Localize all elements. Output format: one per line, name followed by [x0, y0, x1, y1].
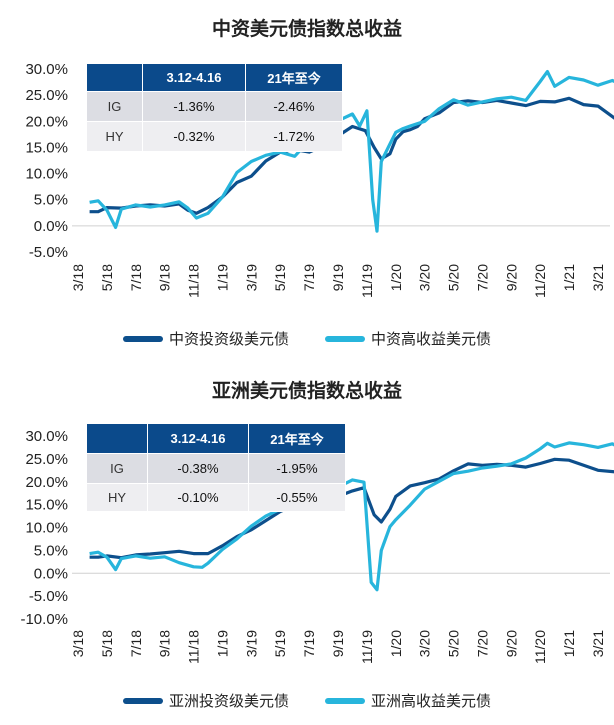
table-header-ytd: 21年至今: [248, 423, 346, 454]
line-chart-china: 30.0%25.0%20.0%15.0%10.0%5.0%0.0%-5.0%3/…: [25, 61, 614, 298]
y-tick-label: 15.0%: [25, 139, 68, 156]
legend-label-ig: 亚洲投资级美元债: [168, 692, 289, 710]
hy-period-value: -0.10%: [147, 483, 249, 512]
x-tick-label: 9/20: [503, 630, 519, 657]
series-line-ig: [89, 457, 614, 560]
x-tick-label: 9/20: [503, 264, 519, 291]
x-tick-label: 11/19: [359, 630, 375, 664]
x-tick-label: 3/18: [70, 264, 86, 291]
y-tick-label: 10.0%: [25, 520, 68, 537]
legend-label-ig: 中资投资级美元债: [168, 330, 289, 348]
series-line-hy: [89, 69, 614, 233]
x-tick-label: 7/18: [128, 630, 144, 657]
row-label-ig: IG: [86, 453, 148, 484]
y-tick-label: 10.0%: [25, 166, 68, 183]
series-line-ig: [89, 96, 614, 215]
hy-ytd-value: -1.72%: [245, 121, 343, 152]
series-line-hy: [89, 441, 614, 592]
chart-panel-china: 中资美元债指数总收益 30.0% 25.0% 20.0% 15.0% 10.0% 5.0%…: [0, 0, 614, 360]
x-tick-label: 3/20: [417, 630, 433, 657]
x-tick-label: 3/19: [243, 630, 259, 657]
x-tick-label: 11/20: [532, 264, 548, 298]
y-tick-label: 5.0%: [34, 542, 68, 559]
table-header-period: 3.12-4.16: [147, 423, 249, 454]
x-tick-label: 11/20: [532, 630, 548, 664]
x-tick-label: 11/18: [186, 264, 202, 298]
x-tick-label: 1/19: [214, 630, 230, 657]
y-tick-label: 0.0%: [34, 565, 68, 582]
y-tick-label: 20.0%: [25, 474, 68, 491]
x-tick-label: 3/21: [590, 264, 606, 291]
legend-item-hy: 亚洲高收益美元债: [325, 690, 491, 711]
x-tick-label: 3/21: [590, 630, 606, 657]
legend-swatch-ig: [122, 335, 163, 342]
table-header-period: 3.12-4.16: [142, 63, 246, 92]
legend-label-hy: 中资高收益美元债: [371, 330, 492, 348]
chart-title: 亚洲美元债指数总收益: [211, 380, 402, 402]
x-tick-label: 1/21: [561, 264, 577, 291]
x-tick-label: 7/19: [301, 264, 317, 291]
y-tick-label: -5.0%: [29, 244, 68, 261]
x-tick-label: 1/20: [388, 264, 404, 291]
x-tick-label: 9/18: [157, 630, 173, 657]
table-header-corner: [86, 423, 148, 454]
return-table-china: 3.12-4.16 21年至今 IG -1.36% -2.46% HY -0.3…: [86, 63, 343, 152]
x-tick-label: 5/20: [446, 630, 462, 657]
chart-legend: 亚洲投资级美元债 亚洲高收益美元债: [0, 690, 614, 711]
x-tick-label: 5/19: [272, 630, 288, 657]
x-tick-label: 7/20: [474, 630, 490, 657]
legend-label-hy: 亚洲高收益美元债: [371, 692, 492, 710]
x-tick-label: 11/18: [186, 630, 202, 664]
chart-panel-asia: 亚洲美元债指数总收益 30.0% 25.0% 20.0% 15.0% 10.0% 5.0%…: [0, 362, 614, 725]
x-tick-label: 9/19: [330, 264, 346, 291]
chart-title: 中资美元债指数总收益: [211, 18, 402, 40]
y-tick-label: -10.0%: [20, 611, 68, 628]
line-chart-asia: 30.0% 25.0% 20.0% 15.0% 10.0% 5.0% 0.0% -5.0% -1…: [20, 428, 614, 664]
x-tick-label: 1/21: [561, 630, 577, 657]
x-tick-label: 5/19: [272, 264, 288, 291]
y-tick-label: -5.0%: [29, 588, 68, 605]
x-tick-label: 7/18: [128, 264, 144, 291]
ig-period-value: -1.36%: [142, 91, 246, 122]
x-tick-label: 9/18: [157, 264, 173, 291]
x-tick-label: 7/19: [301, 630, 317, 657]
y-tick-label: 0.0%: [34, 218, 68, 235]
ig-ytd-value: -2.46%: [245, 91, 343, 122]
ig-period-value: -0.38%: [147, 453, 249, 484]
x-tick-label: 5/18: [99, 264, 115, 291]
legend-swatch-ig: [122, 697, 163, 704]
row-label-hy: HY: [86, 121, 143, 152]
y-tick-label: 30.0%: [25, 428, 68, 445]
table-header-ytd: 21年至今: [245, 63, 343, 92]
x-tick-label: 1/20: [388, 630, 404, 657]
x-tick-label: 3/20: [417, 264, 433, 291]
legend-item-ig: 中资投资级美元债: [122, 328, 289, 349]
x-tick-label: 3/19: [243, 264, 259, 291]
legend-item-hy: 中资高收益美元债: [325, 328, 491, 349]
row-label-ig: IG: [86, 91, 143, 122]
chart-legend: 中资投资级美元债 中资高收益美元债: [0, 328, 614, 349]
row-label-hy: HY: [86, 483, 148, 512]
x-tick-label: 1/19: [214, 264, 230, 291]
y-tick-label: 15.0%: [25, 497, 68, 514]
x-tick-label: 5/20: [446, 264, 462, 291]
table-header-corner: [86, 63, 143, 92]
y-tick-label: 5.0%: [34, 192, 68, 209]
hy-period-value: -0.32%: [142, 121, 246, 152]
ig-ytd-value: -1.95%: [248, 453, 346, 484]
x-tick-label: 3/18: [70, 630, 86, 657]
x-tick-label: 9/19: [330, 630, 346, 657]
return-table-asia: 3.12-4.16 21年至今 IG -0.38% -1.95% HY -0.1…: [86, 423, 346, 512]
legend-swatch-hy: [325, 335, 365, 342]
hy-ytd-value: -0.55%: [248, 483, 346, 512]
y-tick-label: 30.0%: [25, 61, 68, 78]
x-tick-label: 7/20: [474, 264, 490, 291]
y-tick-label: 20.0%: [25, 113, 68, 130]
legend-item-ig: 亚洲投资级美元债: [122, 690, 289, 711]
y-tick-label: 25.0%: [25, 451, 68, 468]
legend-swatch-hy: [325, 697, 365, 704]
x-tick-label: 11/19: [359, 264, 375, 298]
y-tick-label: 25.0%: [25, 87, 68, 104]
x-tick-label: 5/18: [99, 630, 115, 657]
